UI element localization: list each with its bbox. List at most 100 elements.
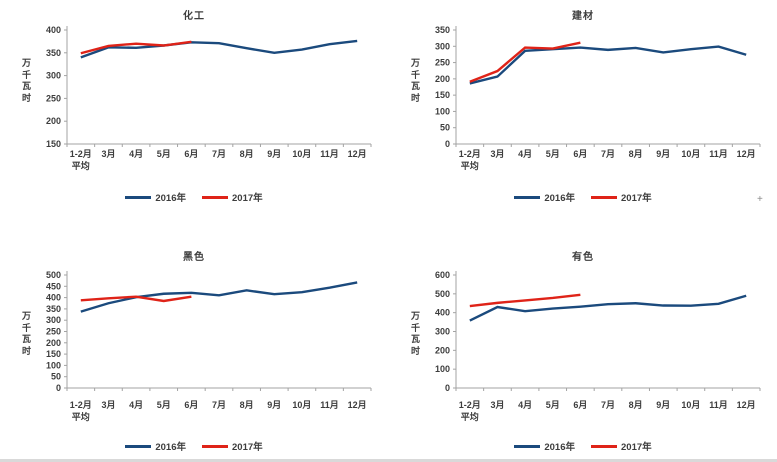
y-axis-title: 万千瓦时 bbox=[22, 58, 32, 103]
x-tick-label: 9月 bbox=[656, 400, 670, 410]
y-tick-label: 200 bbox=[46, 116, 61, 126]
x-tick-label: 12月 bbox=[737, 400, 756, 410]
y-tick-label: 250 bbox=[46, 327, 61, 337]
series-line-2017 bbox=[80, 295, 192, 303]
y-tick-label: 200 bbox=[435, 345, 450, 355]
x-tick-label: 5月 bbox=[157, 400, 171, 410]
x-tick-label: 7月 bbox=[212, 149, 226, 159]
x-tick-label: 4月 bbox=[129, 149, 143, 159]
y-axis-title: 万千瓦时 bbox=[411, 311, 421, 356]
x-tick-label: 9月 bbox=[267, 400, 281, 410]
y-tick-label: 400 bbox=[46, 25, 61, 35]
y-tick-label: 300 bbox=[435, 327, 450, 337]
chart-panel-huagong: 化工 万千瓦时 150 200 250 300 350 400 1-2月 平均 3月 4月 5月 6月… bbox=[0, 0, 388, 231]
y-tick-label: 200 bbox=[46, 338, 61, 348]
x-tick-label: 8月 bbox=[629, 400, 643, 410]
x-tick-label-line2: 平均 bbox=[461, 411, 479, 422]
legend-label: 2016年 bbox=[544, 193, 575, 204]
y-tick-label: 100 bbox=[435, 106, 450, 116]
legend-swatch bbox=[125, 195, 152, 199]
series-line-2016 bbox=[469, 45, 747, 85]
x-tick-label: 7月 bbox=[601, 400, 615, 410]
y-tick-label: 350 bbox=[435, 25, 450, 35]
y-tick-label: 50 bbox=[440, 123, 450, 133]
y-tick-label: 0 bbox=[445, 383, 450, 393]
y-tick-label: 450 bbox=[46, 281, 61, 291]
series-line-2017 bbox=[80, 40, 192, 55]
legend-swatch bbox=[202, 444, 228, 448]
legend-item-2016: 2016年 bbox=[514, 439, 575, 453]
legend-label: 2016年 bbox=[155, 193, 186, 204]
x-tick-label: 8月 bbox=[240, 149, 254, 159]
y-tick-label: 250 bbox=[435, 58, 450, 68]
x-tick-label: 11月 bbox=[320, 400, 339, 410]
x-tick-label: 8月 bbox=[629, 149, 643, 159]
y-tick-label: 0 bbox=[445, 139, 450, 149]
legend-label: 2017年 bbox=[621, 193, 652, 204]
legend-item-2016: 2016年 bbox=[125, 190, 186, 204]
series-line-2017 bbox=[469, 41, 581, 83]
series-line-2016 bbox=[80, 281, 358, 313]
x-tick-label: 3月 bbox=[101, 400, 115, 410]
y-tick-label: 400 bbox=[46, 293, 61, 303]
legend: 2016年 2017年 bbox=[389, 439, 777, 453]
chart-panel-youse: 有色 万千瓦时 0 100 200 300 400 500 600 1-2月 平均 3月 4月 5月 6… bbox=[389, 231, 777, 462]
x-tick-label: 3月 bbox=[101, 149, 115, 159]
legend-label: 2016年 bbox=[544, 442, 575, 453]
y-tick-label: 600 bbox=[435, 270, 450, 280]
legend: 2016年 2017年 bbox=[389, 190, 777, 204]
legend-swatch bbox=[202, 195, 228, 199]
legend: 2016年 2017年 bbox=[0, 190, 388, 204]
y-tick-label: 400 bbox=[435, 308, 450, 318]
y-tick-label: 500 bbox=[46, 270, 61, 280]
legend-label: 2017年 bbox=[232, 193, 263, 204]
y-axis-title: 万千瓦时 bbox=[22, 311, 32, 356]
x-tick-label: 6月 bbox=[573, 149, 587, 159]
legend-item-2017: 2017年 bbox=[202, 190, 263, 204]
window-edge bbox=[0, 459, 777, 462]
x-tick-label: 4月 bbox=[518, 149, 532, 159]
y-tick-label: 250 bbox=[46, 93, 61, 103]
legend-swatch bbox=[125, 444, 152, 448]
y-tick-label: 350 bbox=[46, 304, 61, 314]
x-tick-label: 11月 bbox=[709, 149, 728, 159]
chart-panel-jiancai: 建材 万千瓦时 0 50 100 150 200 250 300 350 1-2月 平均 3月 4月 5… bbox=[389, 0, 777, 231]
legend-label: 2016年 bbox=[155, 442, 186, 453]
legend-item-2017: 2017年 bbox=[591, 439, 652, 453]
cell-cursor-plus-icon: + bbox=[757, 194, 763, 205]
x-tick-label: 10月 bbox=[292, 149, 311, 159]
y-tick-label: 0 bbox=[56, 383, 61, 393]
x-tick-label: 1-2月 bbox=[459, 400, 481, 410]
x-tick-label: 4月 bbox=[129, 400, 143, 410]
y-tick-label: 150 bbox=[435, 90, 450, 100]
y-tick-label: 200 bbox=[435, 74, 450, 84]
x-tick-label: 8月 bbox=[240, 400, 254, 410]
x-tick-label: 12月 bbox=[348, 149, 367, 159]
legend: 2016年 2017年 bbox=[0, 439, 388, 453]
x-tick-label: 10月 bbox=[681, 149, 700, 159]
legend-item-2016: 2016年 bbox=[514, 190, 575, 204]
x-tick-label: 10月 bbox=[292, 400, 311, 410]
series-line-2016 bbox=[469, 294, 747, 322]
x-tick-label-line2: 平均 bbox=[72, 411, 90, 422]
y-tick-label: 350 bbox=[46, 48, 61, 58]
x-tick-label: 3月 bbox=[490, 149, 504, 159]
legend-label: 2017年 bbox=[621, 442, 652, 453]
x-tick-label: 7月 bbox=[601, 149, 615, 159]
y-tick-label: 150 bbox=[46, 349, 61, 359]
y-tick-label: 150 bbox=[46, 139, 61, 149]
series-line-2016 bbox=[80, 39, 358, 59]
series-line-2017 bbox=[469, 293, 581, 308]
x-tick-label: 11月 bbox=[320, 149, 339, 159]
x-tick-label: 9月 bbox=[267, 149, 281, 159]
chart-panel-heise: 黑色 万千瓦时 0 50 100 150 200 250 300 350 400 450 500 1-… bbox=[0, 231, 388, 462]
x-tick-label: 5月 bbox=[546, 400, 560, 410]
legend-item-2016: 2016年 bbox=[125, 439, 186, 453]
x-tick-label-line2: 平均 bbox=[72, 160, 90, 171]
legend-swatch bbox=[514, 195, 541, 199]
legend-label: 2017年 bbox=[232, 442, 263, 453]
